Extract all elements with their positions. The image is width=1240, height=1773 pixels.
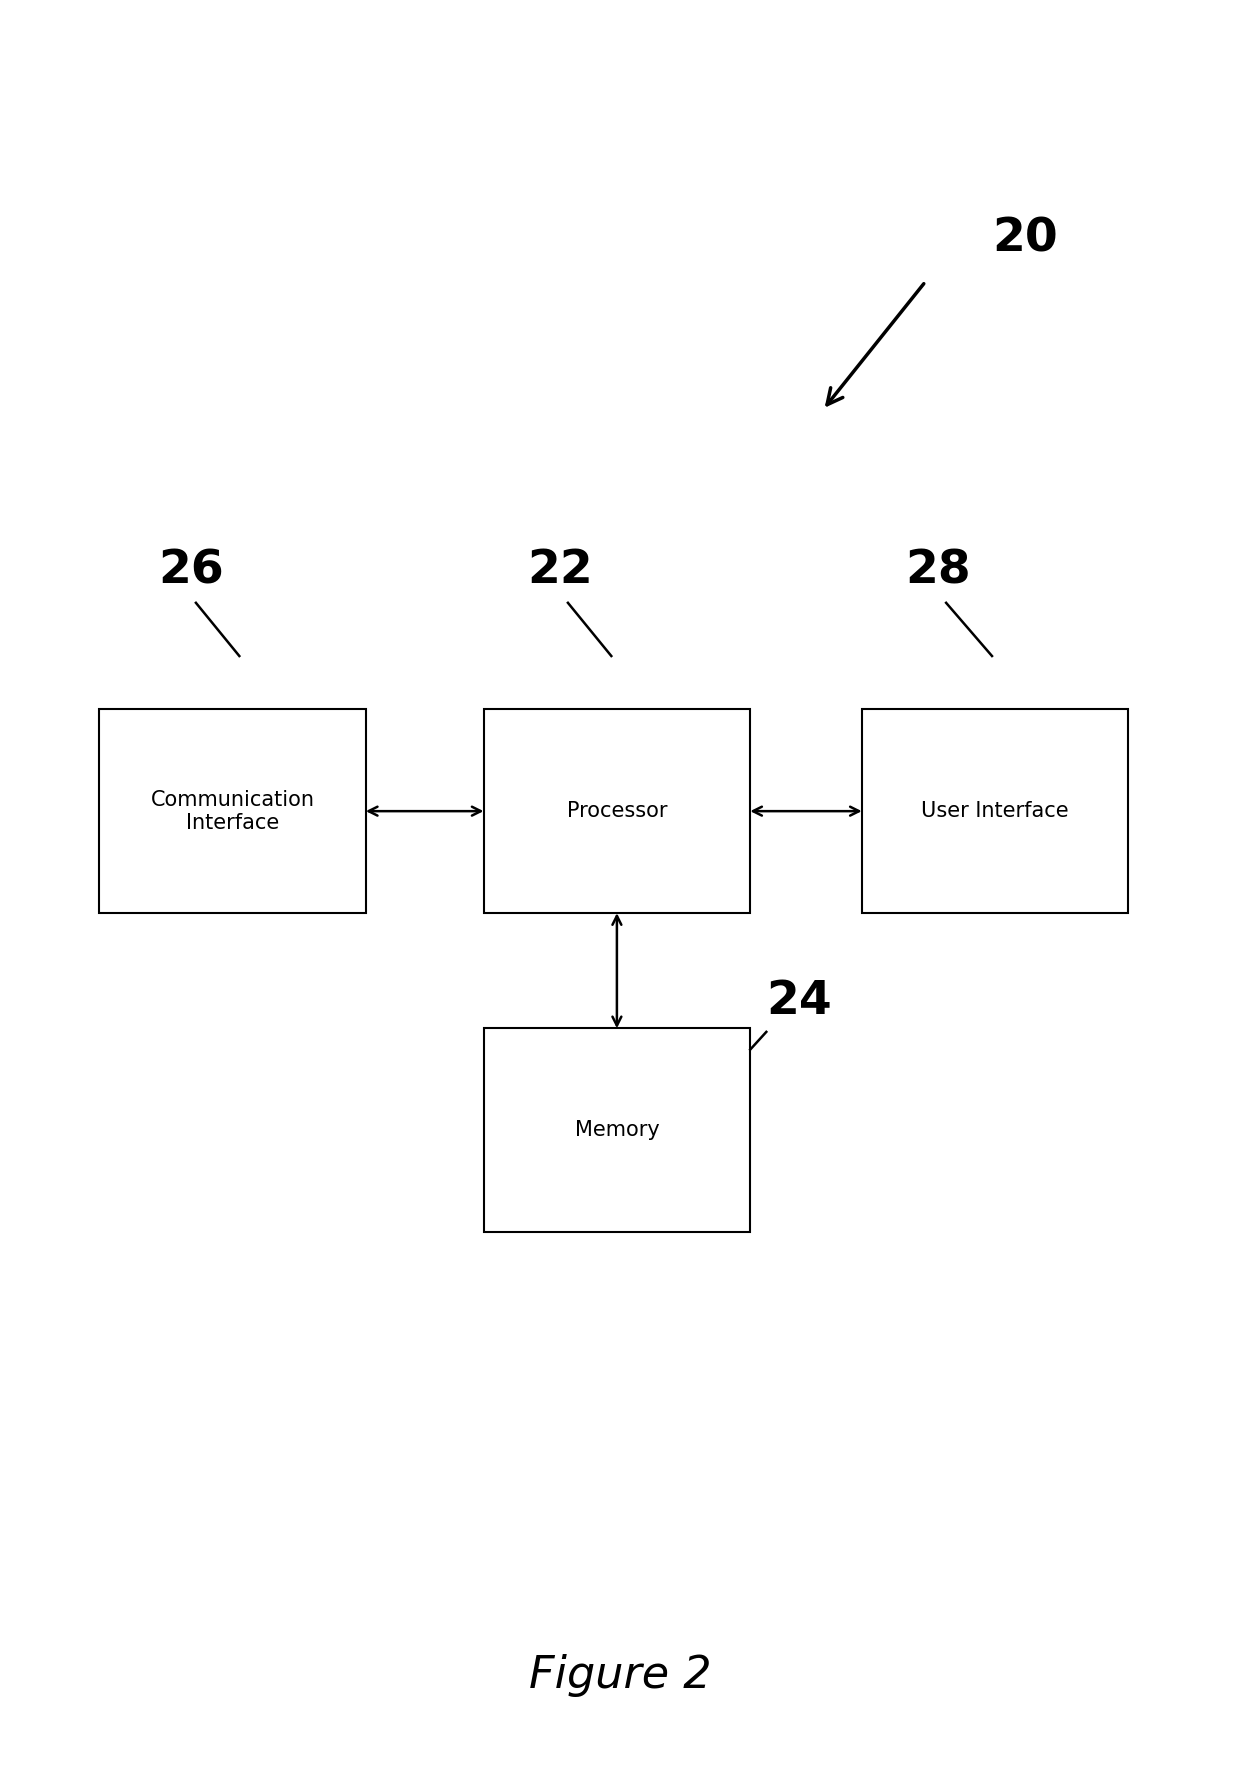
Text: Communication
Interface: Communication Interface: [150, 789, 315, 833]
Text: 26: 26: [159, 548, 224, 594]
Text: 22: 22: [527, 548, 593, 594]
Text: 24: 24: [766, 979, 832, 1025]
Bar: [484, 709, 750, 913]
Text: 28: 28: [905, 548, 971, 594]
Bar: [484, 1028, 750, 1232]
Text: Processor: Processor: [567, 801, 667, 821]
Text: Memory: Memory: [574, 1121, 660, 1140]
Text: Figure 2: Figure 2: [528, 1654, 712, 1697]
Text: User Interface: User Interface: [921, 801, 1069, 821]
Bar: [862, 709, 1128, 913]
Text: 20: 20: [992, 216, 1058, 262]
Bar: [99, 709, 366, 913]
